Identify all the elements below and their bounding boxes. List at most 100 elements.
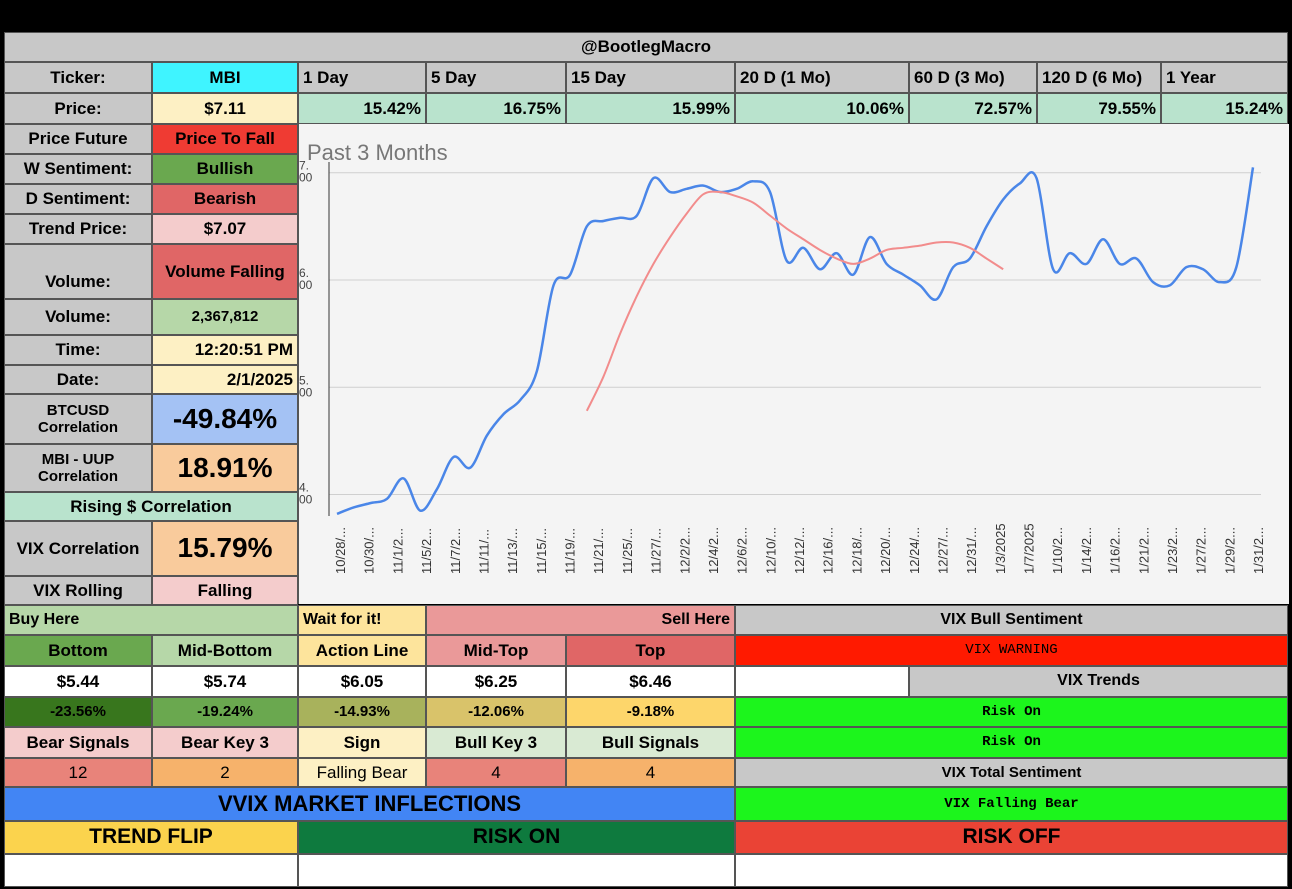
w-sentiment-label: W Sentiment: <box>4 154 152 184</box>
x-tick-label: 1/10/2... <box>1050 527 1065 574</box>
level-top-price: $6.46 <box>566 666 735 697</box>
level-mid-top-price: $6.25 <box>426 666 566 697</box>
empty-cell-3 <box>735 854 1288 887</box>
sheet-title: @BootlegMacro <box>4 32 1288 62</box>
risk-on-banner: RISK ON <box>298 821 735 854</box>
d-sentiment-label: D Sentiment: <box>4 184 152 214</box>
x-tick-label: 1/3/2025 <box>993 523 1008 574</box>
return-15d: 15.99% <box>566 93 735 124</box>
x-tick-label: 12/10/... <box>763 527 778 574</box>
volume-trend-label: Volume: <box>4 244 152 299</box>
x-tick-label: 12/16/... <box>821 527 836 574</box>
level-bottom-label: Bottom <box>4 635 152 666</box>
level-bottom-pct: -23.56% <box>4 697 152 727</box>
risk-off-banner: RISK OFF <box>735 821 1288 854</box>
risk-on-status-2: Risk On <box>735 727 1288 758</box>
return-1y: 15.24% <box>1161 93 1288 124</box>
return-20d: 10.06% <box>735 93 909 124</box>
d-sentiment-value: Bearish <box>152 184 298 214</box>
y-tick-label: 00 <box>299 493 313 507</box>
y-tick-label: 7. <box>299 159 309 173</box>
x-tick-label: 12/4/2... <box>706 527 721 574</box>
time-value: 12:20:51 PM <box>152 335 298 365</box>
return-5d: 16.75% <box>426 93 566 124</box>
bull-key-3-value: 4 <box>426 758 566 787</box>
ticker-value[interactable]: MBI <box>152 62 298 93</box>
level-action-line-label: Action Line <box>298 635 426 666</box>
volume-trend-value: Volume Falling <box>152 244 298 299</box>
y-tick-label: 00 <box>299 171 313 185</box>
price-series-line <box>336 167 1255 516</box>
date-label: Date: <box>4 365 152 394</box>
x-tick-label: 1/21/2... <box>1136 527 1151 574</box>
x-tick-label: 1/23/2... <box>1165 527 1180 574</box>
bear-signals-label: Bear Signals <box>4 727 152 758</box>
price-chart: Past 3 Months 7. 00 6. 00 5. 00 4. 00 10/28/... 10… <box>298 124 1289 604</box>
return-60d: 72.57% <box>909 93 1037 124</box>
trend-price-label: Trend Price: <box>4 214 152 244</box>
y-tick-label: 5. <box>299 373 309 387</box>
level-mid-bottom-pct: -19.24% <box>152 697 298 727</box>
x-tick-label: 11/27/... <box>649 528 664 574</box>
x-tick-label: 12/27/... <box>935 527 950 574</box>
bear-key-3-label: Bear Key 3 <box>152 727 298 758</box>
vix-total-sentiment-label: VIX Total Sentiment <box>735 758 1288 787</box>
risk-on-status-1: Risk On <box>735 697 1288 727</box>
level-mid-bottom-price: $5.74 <box>152 666 298 697</box>
bull-signals-value: 4 <box>566 758 735 787</box>
x-tick-label: 11/7/2... <box>448 528 463 574</box>
x-tick-label: 10/30/... <box>362 527 377 574</box>
empty-cell-1 <box>4 854 298 887</box>
level-top-pct: -9.18% <box>566 697 735 727</box>
w-sentiment-value: Bullish <box>152 154 298 184</box>
level-mid-top-pct: -12.06% <box>426 697 566 727</box>
vix-falling-bear-status: VIX Falling Bear <box>735 787 1288 821</box>
return-1d: 15.42% <box>298 93 426 124</box>
period-label-15d: 15 Day <box>566 62 735 93</box>
vix-rolling-value: Falling <box>152 576 298 605</box>
y-tick-label: 6. <box>299 266 309 280</box>
x-tick-label: 11/11/... <box>476 529 491 574</box>
uup-correlation-value: 18.91% <box>152 444 298 492</box>
x-tick-label: 12/6/2... <box>735 527 750 574</box>
time-label: Time: <box>4 335 152 365</box>
y-tick-label: 4. <box>299 481 309 495</box>
bull-signals-label: Bull Signals <box>566 727 735 758</box>
bear-key-3-value: 2 <box>152 758 298 787</box>
sign-value: Falling Bear <box>298 758 426 787</box>
x-tick-label: 11/5/2... <box>419 528 434 574</box>
btc-correlation-value: -49.84% <box>152 394 298 444</box>
vix-rolling-label: VIX Rolling <box>4 576 152 605</box>
level-mid-bottom-label: Mid-Bottom <box>152 635 298 666</box>
buy-here-label: Buy Here <box>4 605 298 635</box>
vix-trends-label: VIX Trends <box>909 666 1288 697</box>
period-label-60d: 60 D (3 Mo) <box>909 62 1037 93</box>
price-future-label: Price Future <box>4 124 152 154</box>
period-label-20d: 20 D (1 Mo) <box>735 62 909 93</box>
volume-value: 2,367,812 <box>152 299 298 335</box>
x-tick-label: 11/21/... <box>591 528 606 574</box>
btc-correlation-label: BTCUSD Correlation <box>4 394 152 444</box>
vvix-inflections-banner: VVIX MARKET INFLECTIONS <box>4 787 735 821</box>
x-tick-label: 10/28/... <box>333 527 348 574</box>
level-top-label: Top <box>566 635 735 666</box>
rising-correlation-label: Rising $ Correlation <box>4 492 298 521</box>
sell-here-label: Sell Here <box>426 605 735 635</box>
empty-cell-2 <box>298 854 735 887</box>
x-tick-label: 12/2/2... <box>677 527 692 574</box>
vix-correlation-label: VIX Correlation <box>4 521 152 576</box>
top-bar <box>0 0 1292 32</box>
x-tick-label: 1/27/2... <box>1194 527 1209 574</box>
x-tick-label: 1/16/2... <box>1108 527 1123 574</box>
x-tick-label: 11/13/... <box>505 528 520 574</box>
vix-warning-status: VIX WARNING <box>735 635 1288 666</box>
y-tick-label: 00 <box>299 278 313 292</box>
uup-correlation-label: MBI - UUP Correlation <box>4 444 152 492</box>
ticker-label: Ticker: <box>4 62 152 93</box>
vix-correlation-value: 15.79% <box>152 521 298 576</box>
x-tick-label: 12/24/... <box>907 527 922 574</box>
x-tick-label: 11/15/... <box>534 528 549 574</box>
vix-blank-cell <box>735 666 909 697</box>
x-tick-label: 11/25/... <box>620 528 635 574</box>
